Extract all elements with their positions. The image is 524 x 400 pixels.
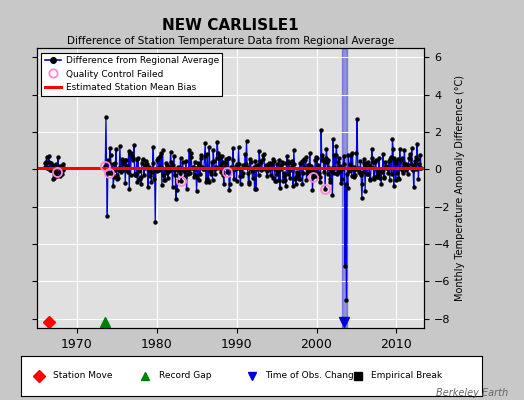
Text: Time of Obs. Change: Time of Obs. Change xyxy=(265,372,360,380)
Title: Difference of Station Temperature Data from Regional Average: Difference of Station Temperature Data f… xyxy=(67,36,394,46)
Bar xyxy=(342,48,347,328)
Text: Station Move: Station Move xyxy=(53,372,113,380)
Y-axis label: Monthly Temperature Anomaly Difference (°C): Monthly Temperature Anomaly Difference (… xyxy=(455,75,465,301)
Text: Record Gap: Record Gap xyxy=(159,372,212,380)
Legend: Difference from Regional Average, Quality Control Failed, Estimated Station Mean: Difference from Regional Average, Qualit… xyxy=(41,52,222,96)
Text: Berkeley Earth: Berkeley Earth xyxy=(436,388,508,398)
Text: Empirical Break: Empirical Break xyxy=(372,372,443,380)
Text: NEW CARLISLE1: NEW CARLISLE1 xyxy=(162,18,299,33)
